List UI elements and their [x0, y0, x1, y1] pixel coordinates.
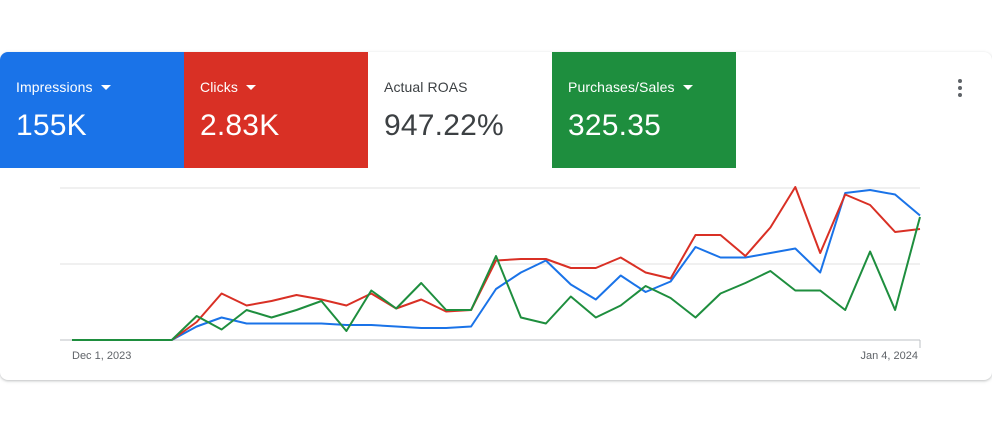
actual-roas-label: Actual ROAS — [384, 79, 468, 95]
clicks-metric-tile[interactable]: Clicks 2.83K — [184, 52, 368, 168]
caret-down-icon[interactable] — [682, 85, 693, 90]
clicks-label: Clicks — [200, 79, 238, 95]
more-vert-icon[interactable] — [948, 76, 972, 100]
actual-roas-value: 947.22% — [384, 109, 504, 142]
impressions-series-line — [72, 189, 921, 341]
clicks-value: 2.83K — [200, 109, 280, 142]
purchases-sales-metric-tile[interactable]: Purchases/Sales 325.35 — [552, 52, 736, 168]
metric-label-row: Impressions — [16, 78, 184, 96]
metric-label-row: Purchases/Sales — [568, 78, 736, 96]
series-layer — [72, 186, 921, 341]
menu-dot — [958, 93, 962, 97]
performance-card: Impressions 155K Clicks 2.83K Actual ROA… — [0, 52, 992, 380]
actual-roas-metric-tile[interactable]: Actual ROAS 947.22% — [368, 52, 552, 168]
metric-label-row: Actual ROAS — [384, 78, 552, 96]
purchases-sales-series-line — [72, 216, 921, 341]
menu-dot — [958, 86, 962, 90]
clicks-series-line — [72, 186, 921, 341]
purchases-sales-label: Purchases/Sales — [568, 79, 675, 95]
metric-label-row: Clicks — [200, 78, 368, 96]
purchases-sales-value: 325.35 — [568, 109, 661, 142]
menu-dot — [958, 79, 962, 83]
impressions-metric-tile[interactable]: Impressions 155K — [0, 52, 184, 168]
x-axis-end-label: Jan 4, 2024 — [861, 350, 919, 362]
impressions-label: Impressions — [16, 79, 93, 95]
metric-tiles: Impressions 155K Clicks 2.83K Actual ROA… — [0, 52, 736, 168]
impressions-value: 155K — [16, 109, 87, 142]
caret-down-icon[interactable] — [245, 85, 256, 90]
performance-line-chart: Dec 1, 2023 Jan 4, 2024 — [60, 186, 921, 362]
x-axis-start-label: Dec 1, 2023 — [72, 350, 131, 362]
caret-down-icon[interactable] — [100, 85, 111, 90]
